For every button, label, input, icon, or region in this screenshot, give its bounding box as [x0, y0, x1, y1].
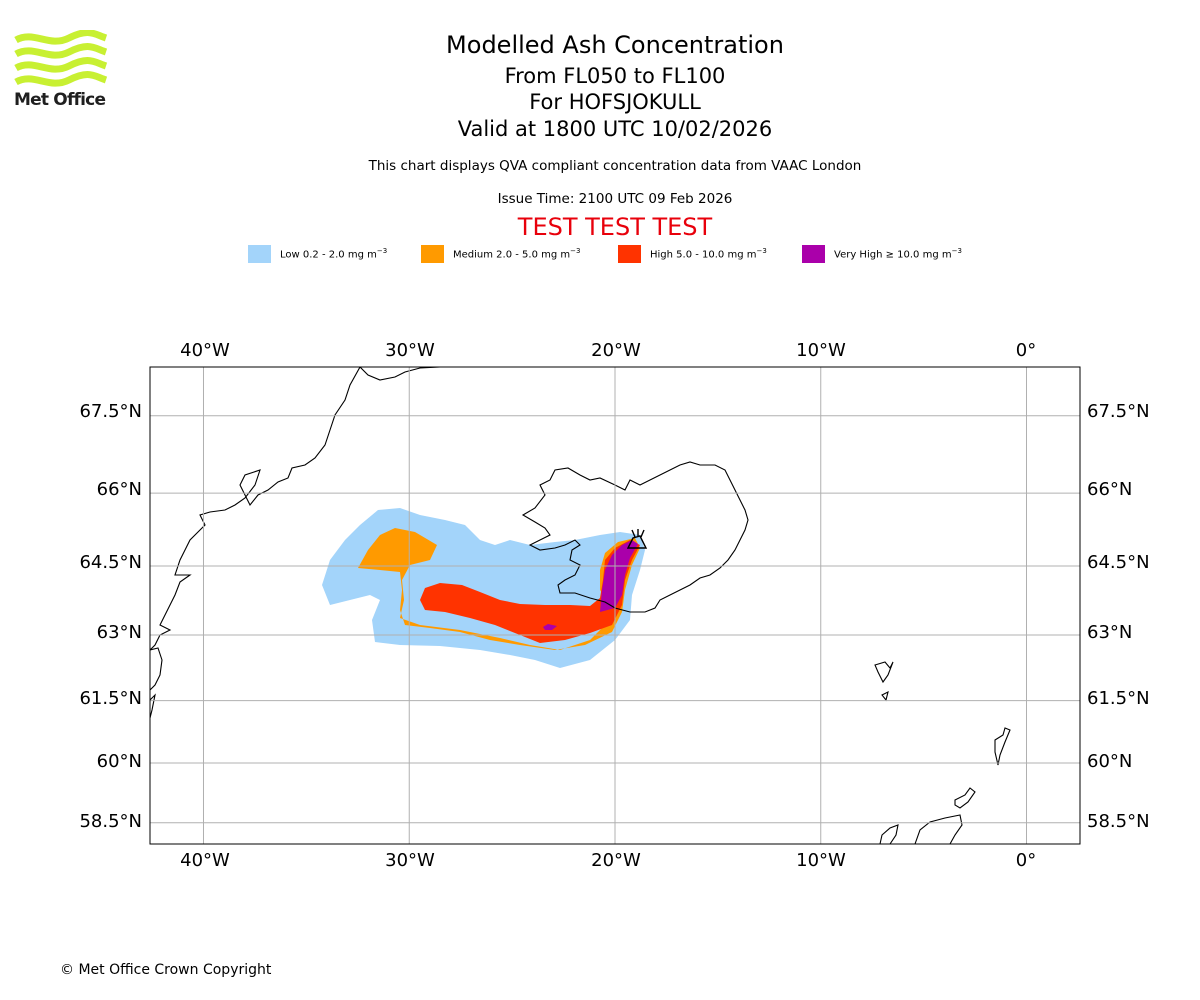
- lon-tick-bottom: 40°W: [180, 850, 230, 871]
- lon-tick-top: 30°W: [385, 340, 435, 361]
- volcano-name: For HOFSJOKULL: [529, 90, 701, 114]
- lon-tick-bottom: 0°: [1016, 850, 1036, 871]
- lat-tick-right: 58.5°N: [1087, 811, 1150, 832]
- lat-tick-right: 67.5°N: [1087, 401, 1150, 422]
- lat-tick-right: 63°N: [1087, 622, 1132, 643]
- lat-tick-right: 61.5°N: [1087, 688, 1150, 709]
- legend-label-very-high: Very High ≥ 10.0 mg m: [834, 249, 952, 261]
- ash-map: 40°W 30°W 20°W 10°W 0° 40°W 30°W 20°W 10…: [79, 340, 1150, 871]
- volcano-symbol-icon: [626, 529, 648, 549]
- legend-label-medium: Medium 2.0 - 5.0 mg m: [453, 249, 571, 261]
- legend-item-very-high: Very High ≥ 10.0 mg m−3: [802, 244, 962, 264]
- legend-unit-exp-low: −3: [376, 247, 388, 256]
- legend-item-low: Low 0.2 - 2.0 mg m−3: [248, 244, 387, 264]
- met-office-waves-icon: [14, 29, 108, 87]
- legend-unit-exp-medium: −3: [570, 247, 581, 256]
- legend-swatch-high: [618, 245, 641, 263]
- ash-region-medium: [358, 528, 640, 650]
- test-banner: TEST TEST TEST: [517, 213, 713, 241]
- legend-swatch-medium: [421, 245, 444, 263]
- lat-tick-left: 64.5°N: [79, 552, 142, 573]
- legend-item-high: High 5.0 - 10.0 mg m−3: [618, 244, 767, 264]
- lon-tick-bottom: 30°W: [385, 850, 435, 871]
- lat-tick-right: 66°N: [1087, 479, 1132, 500]
- coastline-greenland: [150, 367, 441, 651]
- lat-tick-right: 60°N: [1087, 751, 1132, 772]
- lat-tick-left: 67.5°N: [79, 401, 142, 422]
- issue-time: Issue Time: 2100 UTC 09 Feb 2026: [497, 191, 733, 207]
- chart-title: Modelled Ash Concentration: [446, 31, 784, 59]
- lat-tick-left: 66°N: [97, 479, 142, 500]
- ash-region-high: [420, 540, 640, 643]
- legend-swatch-low: [248, 245, 271, 263]
- coastline-greenland-south: [150, 647, 163, 719]
- valid-time: Valid at 1800 UTC 10/02/2026: [457, 117, 773, 141]
- ash-region-very-high: [600, 540, 638, 612]
- coastline-iceland: [521, 461, 749, 613]
- lon-tick-top: 20°W: [591, 340, 641, 361]
- coastline-faroe: [874, 661, 894, 702]
- map-frame: [149, 366, 1081, 845]
- map-gridlines: [150, 367, 1080, 844]
- ash-region-low: [322, 508, 645, 668]
- chart-description: This chart displays QVA compliant concen…: [368, 158, 862, 174]
- lat-tick-left: 61.5°N: [79, 688, 142, 709]
- lon-tick-top: 0°: [1016, 340, 1036, 361]
- ash-region-very-high-patch: [543, 624, 557, 630]
- level-range: From FL050 to FL100: [504, 64, 726, 88]
- copyright-text: © Met Office Crown Copyright: [60, 962, 272, 978]
- lon-tick-bottom: 10°W: [796, 850, 846, 871]
- coastline-scotland: [879, 814, 963, 844]
- met-office-logo: Met Office: [14, 29, 108, 112]
- lon-tick-top: 10°W: [796, 340, 846, 361]
- legend-label-low: Low 0.2 - 2.0 mg m: [280, 249, 377, 261]
- legend-unit-exp-very-high: −3: [951, 247, 962, 256]
- lat-tick-right: 64.5°N: [1087, 552, 1150, 573]
- legend-item-medium: Medium 2.0 - 5.0 mg m−3: [421, 244, 580, 264]
- lat-tick-left: 58.5°N: [79, 811, 142, 832]
- lat-tick-left: 63°N: [97, 622, 142, 643]
- lon-tick-bottom: 20°W: [591, 850, 641, 871]
- legend-unit-exp-high: −3: [756, 247, 767, 256]
- lat-tick-left: 60°N: [97, 751, 142, 772]
- logo-text: Met Office: [14, 90, 106, 110]
- lon-tick-top: 40°W: [180, 340, 230, 361]
- coastline-shetland: [994, 727, 1011, 766]
- legend-label-high: High 5.0 - 10.0 mg m: [650, 249, 757, 261]
- legend-swatch-very-high: [802, 245, 825, 263]
- coastline-orkney: [954, 787, 976, 809]
